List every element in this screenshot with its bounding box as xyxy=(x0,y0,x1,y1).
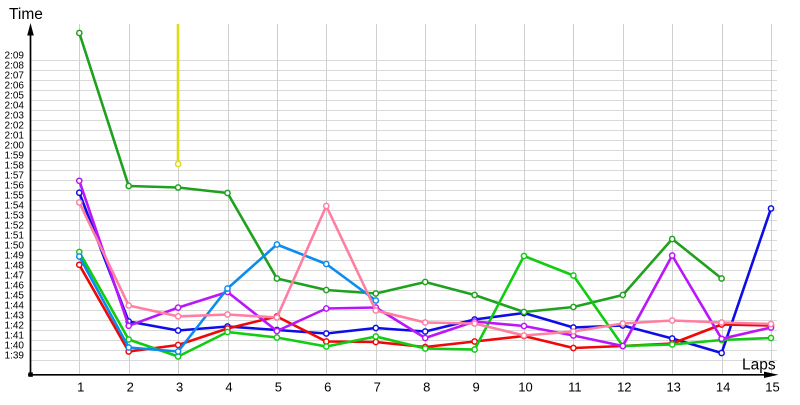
svg-text:2:03: 2:03 xyxy=(5,111,25,122)
svg-text:2:07: 2:07 xyxy=(5,71,25,82)
svg-text:1:56: 1:56 xyxy=(5,181,25,192)
svg-text:1:59: 1:59 xyxy=(5,151,25,162)
svg-text:9: 9 xyxy=(472,380,479,395)
svg-text:1:46: 1:46 xyxy=(5,281,25,292)
svg-text:2:08: 2:08 xyxy=(5,61,25,72)
svg-text:1:58: 1:58 xyxy=(5,161,25,172)
svg-text:2:05: 2:05 xyxy=(5,91,25,102)
svg-text:1:53: 1:53 xyxy=(5,211,25,222)
svg-text:1:49: 1:49 xyxy=(5,251,25,262)
svg-text:11: 11 xyxy=(568,380,582,395)
svg-text:1: 1 xyxy=(77,380,84,395)
svg-text:4: 4 xyxy=(225,380,232,395)
svg-text:12: 12 xyxy=(617,380,631,395)
svg-text:1:54: 1:54 xyxy=(5,201,25,212)
svg-text:2:02: 2:02 xyxy=(5,121,25,132)
svg-text:10: 10 xyxy=(518,380,532,395)
svg-text:1:57: 1:57 xyxy=(5,171,25,182)
svg-text:2: 2 xyxy=(127,380,134,395)
svg-text:1:44: 1:44 xyxy=(5,301,25,312)
svg-text:3: 3 xyxy=(176,380,183,395)
svg-text:7: 7 xyxy=(374,380,381,395)
svg-text:15: 15 xyxy=(765,380,779,395)
svg-text:1:52: 1:52 xyxy=(5,221,25,232)
svg-text:1:55: 1:55 xyxy=(5,191,25,202)
svg-text:Laps: Laps xyxy=(742,357,776,374)
svg-text:6: 6 xyxy=(324,380,331,395)
svg-text:1:43: 1:43 xyxy=(5,311,25,322)
svg-text:Time: Time xyxy=(9,6,43,23)
svg-text:1:40: 1:40 xyxy=(5,341,25,352)
svg-text:2:06: 2:06 xyxy=(5,81,25,92)
svg-text:5: 5 xyxy=(275,380,282,395)
svg-text:14: 14 xyxy=(716,380,730,395)
svg-text:2:04: 2:04 xyxy=(5,101,25,112)
svg-text:1:41: 1:41 xyxy=(5,331,25,342)
svg-text:2:01: 2:01 xyxy=(5,131,25,142)
svg-text:2:00: 2:00 xyxy=(5,141,25,152)
svg-text:1:50: 1:50 xyxy=(5,241,25,252)
svg-text:1:45: 1:45 xyxy=(5,291,25,302)
svg-text:8: 8 xyxy=(423,380,430,395)
svg-text:1:51: 1:51 xyxy=(5,231,25,242)
svg-text:1:48: 1:48 xyxy=(5,261,25,272)
svg-text:1:39: 1:39 xyxy=(5,351,25,362)
svg-text:1:47: 1:47 xyxy=(5,271,25,282)
svg-text:13: 13 xyxy=(666,380,680,395)
svg-text:1:42: 1:42 xyxy=(5,321,25,332)
svg-text:2:09: 2:09 xyxy=(5,51,25,62)
